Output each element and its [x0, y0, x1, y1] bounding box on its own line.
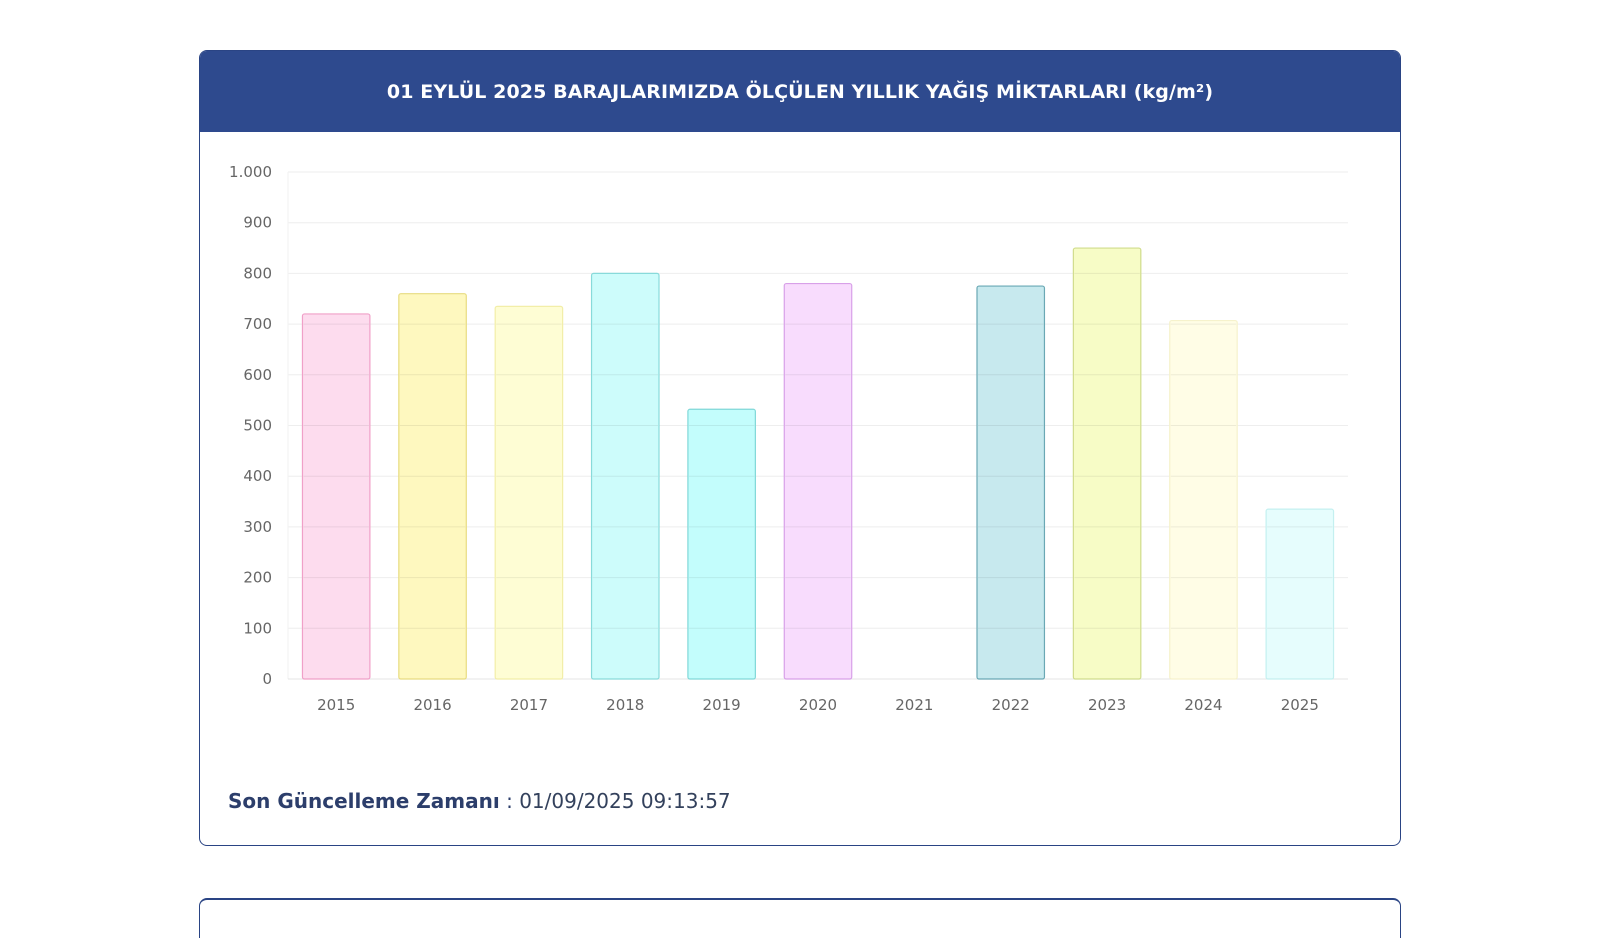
y-tick-label: 800	[243, 264, 272, 282]
bar-rect	[976, 285, 1046, 680]
bar-2017[interactable]	[494, 305, 564, 680]
bar-2019[interactable]	[687, 408, 756, 680]
x-tick-label: 2021	[895, 696, 933, 714]
bar-rect	[1072, 247, 1142, 680]
chart-title: 01 EYLÜL 2025 BARAJLARIMIZDA ÖLÇÜLEN YIL…	[386, 80, 1214, 103]
y-tick-label: 700	[243, 315, 272, 333]
x-tick-label: 2020	[799, 696, 837, 714]
bar-2020[interactable]	[783, 282, 853, 680]
bar-rect	[687, 408, 756, 680]
y-tick-label: 200	[243, 569, 272, 587]
y-tick-label: 1.000	[229, 163, 272, 181]
card-header: 01 EYLÜL 2025 BARAJLARIMIZDA ÖLÇÜLEN YIL…	[200, 51, 1400, 132]
last-update-label: Son Güncelleme Zamanı	[228, 789, 500, 813]
y-tick-label: 300	[243, 518, 272, 536]
last-update-value: 01/09/2025 09:13:57	[519, 789, 731, 813]
x-tick-label: 2024	[1184, 696, 1222, 714]
y-tick-label: 600	[243, 366, 272, 384]
bar-rect	[1265, 508, 1335, 680]
y-tick-label: 0	[262, 670, 272, 688]
next-card	[199, 898, 1401, 938]
x-tick-label: 2023	[1088, 696, 1126, 714]
y-tick-label: 400	[243, 467, 272, 485]
bar-rect	[494, 305, 564, 680]
bar-rect	[783, 282, 853, 680]
x-tick-label: 2018	[606, 696, 644, 714]
bar-2025[interactable]	[1265, 508, 1335, 680]
bar-2018[interactable]	[590, 272, 660, 680]
bar-2024[interactable]	[1169, 319, 1238, 680]
bar-rect	[398, 293, 467, 680]
bar-rect	[590, 272, 660, 680]
y-tick-label: 900	[243, 214, 272, 232]
x-tick-label: 2022	[992, 696, 1030, 714]
x-tick-label: 2015	[317, 696, 355, 714]
x-tick-label: 2016	[413, 696, 451, 714]
y-tick-label: 100	[243, 619, 272, 637]
x-tick-label: 2019	[703, 696, 741, 714]
rainfall-card: 01 EYLÜL 2025 BARAJLARIMIZDA ÖLÇÜLEN YIL…	[199, 50, 1401, 846]
x-tick-label: 2025	[1281, 696, 1319, 714]
y-tick-label: 500	[243, 417, 272, 435]
last-update-separator: :	[499, 789, 520, 813]
bars	[301, 247, 1335, 680]
y-axis: 0 100 200 300 400 500 600 700 800 900 1.000	[229, 163, 272, 688]
bar-2023[interactable]	[1072, 247, 1142, 680]
last-update: Son Güncelleme Zamanı : 01/09/2025 09:13…	[228, 789, 731, 813]
bar-2022[interactable]	[976, 285, 1046, 680]
bar-rect	[301, 313, 371, 680]
bar-2016[interactable]	[398, 293, 467, 680]
bar-rect	[1169, 319, 1238, 680]
x-axis: 2015 2016 2017 2018 2019 2020 2021 2022 2023 2024…	[317, 696, 1319, 714]
x-tick-label: 2017	[510, 696, 548, 714]
bar-2015[interactable]	[301, 313, 371, 680]
